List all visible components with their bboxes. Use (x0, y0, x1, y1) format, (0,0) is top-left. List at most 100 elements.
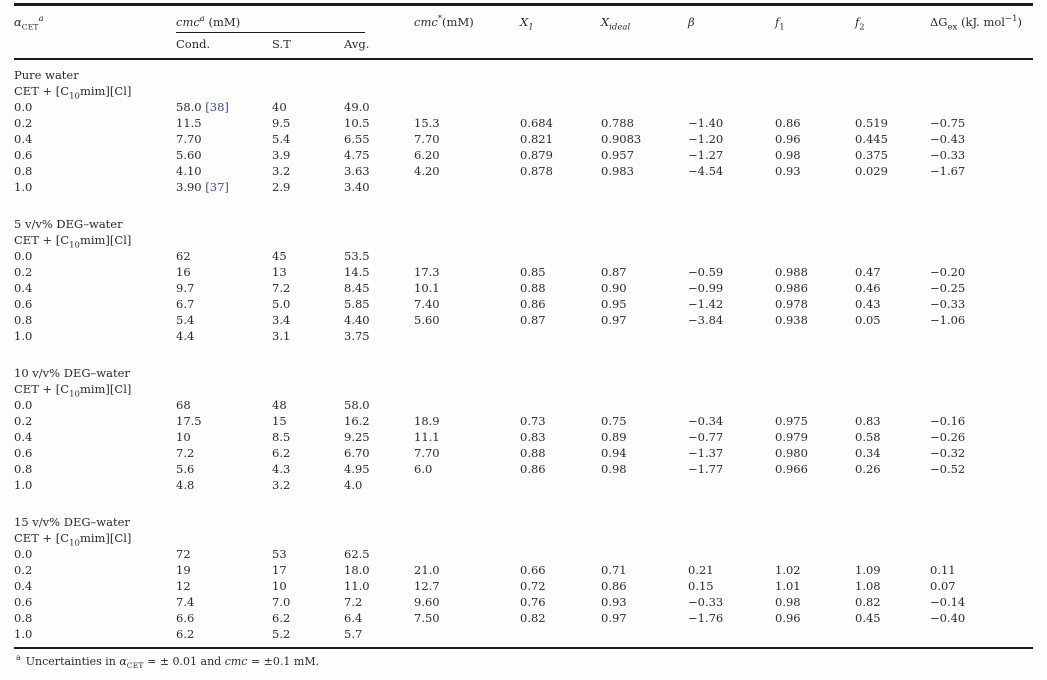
cell-cond: 3.90 [37] (176, 179, 229, 194)
cell-cond: 16 (176, 264, 191, 279)
section-title-row: 5 v/v% DEG–water (14, 216, 1033, 232)
cell-f2 (855, 328, 930, 344)
cell-f2: 1.09 (855, 562, 881, 577)
cell-f1 (775, 546, 855, 562)
section-title-row: 10 v/v% DEG–water (14, 365, 1033, 381)
cell-st: 48 (272, 397, 287, 412)
cell-alpha: 1.0 (14, 179, 33, 194)
cell-dg: −0.43 (930, 131, 966, 146)
section-system-row: CET + [C10mim][Cl] (14, 232, 1033, 250)
cell-beta: −1.37 (688, 445, 724, 460)
cell-beta: 0.15 (688, 578, 714, 593)
cell-st: 5.4 (272, 131, 291, 146)
cell-f2: 0.375 (855, 147, 888, 162)
cell-avg: 16.2 (344, 413, 370, 428)
cell-cond: 7.4 (176, 594, 195, 609)
cell-cond: 5.6 (176, 461, 195, 476)
data-row: 0.8 5.6 4.3 4.95 6.0 0.86 0.98 −1.77 0.966 0.26 −0… (14, 461, 1033, 477)
cell-cmc_star (414, 546, 520, 562)
col-header-cmc-group: cmca (mM) (176, 5, 414, 36)
cell-dg: −0.40 (930, 610, 966, 625)
cell-f2 (855, 248, 930, 264)
cell-cmc_star: 7.40 (414, 296, 440, 311)
cell-cmc_star: 7.70 (414, 131, 440, 146)
cell-dg: −0.33 (930, 147, 966, 162)
cell-f1: 0.979 (775, 429, 808, 444)
cell-dg (930, 397, 1033, 413)
cell-f2: 0.445 (855, 131, 888, 146)
cell-beta: −3.84 (688, 312, 724, 327)
cell-dg: −0.75 (930, 115, 966, 130)
cell-f2: 0.58 (855, 429, 881, 444)
cell-st: 15 (272, 413, 287, 428)
cell-cmc_star: 21.0 (414, 562, 440, 577)
header-row-main: αCETa cmca (mM) cmc*(mM) X1 Xideal β f1 … (14, 4, 1033, 60)
cell-st: 13 (272, 264, 287, 279)
cell-x1: 0.86 (520, 461, 546, 476)
data-row: 0.0 72 53 62.5 (14, 546, 1033, 562)
cell-avg: 5.7 (344, 626, 363, 641)
cell-dg: −0.14 (930, 594, 966, 609)
cell-x1: 0.684 (520, 115, 553, 130)
cell-dg: −0.25 (930, 280, 966, 295)
cell-st: 3.2 (272, 477, 291, 492)
table-header: αCETa cmca (mM) cmc*(mM) X1 Xideal β f1 … (14, 4, 1033, 60)
cell-cond: 4.10 (176, 163, 202, 178)
cell-beta: −0.77 (688, 429, 724, 444)
cell-x1: 0.88 (520, 280, 546, 295)
cell-st: 3.1 (272, 328, 291, 343)
cell-x_ideal: 0.94 (601, 445, 627, 460)
cell-cond: 5.60 (176, 147, 202, 162)
cell-dg: −0.16 (930, 413, 966, 428)
data-row: 0.6 5.60 3.9 4.75 6.20 0.879 0.957 −1.27 0.98 0.3… (14, 147, 1033, 163)
cell-x1 (520, 179, 601, 195)
cell-beta: 0.21 (688, 562, 714, 577)
section-spacer (14, 493, 1033, 514)
cell-dg (930, 626, 1033, 648)
cell-st: 7.2 (272, 280, 291, 295)
cell-x1: 0.879 (520, 147, 553, 162)
cell-f1 (775, 248, 855, 264)
cell-cond: 6.7 (176, 296, 195, 311)
cell-alpha: 0.2 (14, 562, 33, 577)
cell-avg: 58.0 (344, 397, 370, 412)
cell-x_ideal (601, 179, 688, 195)
cell-st: 7.0 (272, 594, 291, 609)
col-header-f1: f1 (775, 4, 855, 60)
citation-link[interactable]: [38] (205, 99, 229, 114)
cell-dg (930, 179, 1033, 195)
cell-avg: 4.95 (344, 461, 370, 476)
cell-x1: 0.821 (520, 131, 553, 146)
section-spacer (14, 195, 1033, 216)
cell-cmc_star: 10.1 (414, 280, 440, 295)
cell-x_ideal: 0.90 (601, 280, 627, 295)
cell-x1: 0.73 (520, 413, 546, 428)
cell-f2: 0.26 (855, 461, 881, 476)
section-title-row: Pure water (14, 59, 1033, 83)
cell-x_ideal: 0.98 (601, 461, 627, 476)
cell-f1: 0.98 (775, 147, 801, 162)
cell-f1: 1.02 (775, 562, 801, 577)
cell-beta: −1.77 (688, 461, 724, 476)
cell-f1 (775, 626, 855, 648)
cell-cmc_star: 12.7 (414, 578, 440, 593)
citation-link[interactable]: [37] (205, 179, 229, 194)
cell-cmc_star: 5.60 (414, 312, 440, 327)
cell-f2 (855, 99, 930, 115)
cmc-group-underline (176, 32, 365, 33)
cell-beta: −0.33 (688, 594, 724, 609)
cell-f2: 0.46 (855, 280, 881, 295)
cell-dg: −0.20 (930, 264, 966, 279)
cell-x_ideal: 0.75 (601, 413, 627, 428)
cell-beta: −1.27 (688, 147, 724, 162)
data-row: 1.0 3.90 [37] 2.9 3.40 (14, 179, 1033, 195)
cell-cond: 4.8 (176, 477, 195, 492)
cell-alpha: 0.0 (14, 397, 33, 412)
cell-cond: 19 (176, 562, 191, 577)
cell-x1 (520, 477, 601, 493)
cell-cmc_star: 9.60 (414, 594, 440, 609)
cell-beta (688, 248, 775, 264)
mixed-micellization-parameters-table: αCETa cmca (mM) cmc*(mM) X1 Xideal β f1 … (14, 3, 1033, 649)
cell-x1: 0.86 (520, 296, 546, 311)
cell-alpha: 0.2 (14, 264, 33, 279)
